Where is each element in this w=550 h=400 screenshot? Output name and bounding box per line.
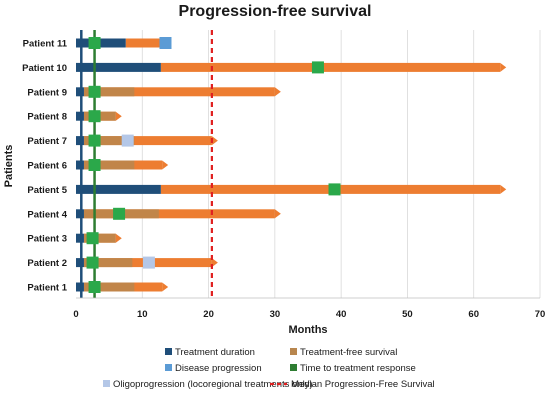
treatment-duration-bar — [76, 111, 84, 121]
legend-label: Oligoprogression (locoregional treatment… — [113, 379, 313, 390]
response-marker — [88, 134, 101, 147]
response-marker — [86, 232, 99, 245]
response-marker — [113, 207, 126, 220]
response-marker — [86, 256, 99, 269]
ongoing-arrow — [211, 136, 218, 146]
event-markers — [86, 37, 341, 293]
response-marker — [311, 61, 324, 74]
ongoing-arrow — [162, 160, 169, 170]
legend-swatch — [290, 364, 297, 371]
treatment-free-segment — [83, 160, 135, 170]
patient-label: Patient 7 — [27, 136, 67, 147]
x-tick-label: 50 — [402, 309, 413, 320]
patient-label: Patient 5 — [27, 185, 67, 196]
legend-label: Median Progression-Free Survival — [291, 379, 435, 390]
x-tick-label: 20 — [203, 309, 214, 320]
pfs-bar — [125, 38, 163, 48]
pfs-bar — [83, 87, 275, 97]
patient-label: Patient 10 — [22, 63, 67, 74]
patient-label: Patient 2 — [27, 258, 67, 269]
treatment-duration-bar — [76, 62, 161, 72]
x-tick-label: 0 — [73, 309, 78, 320]
ongoing-arrow — [500, 184, 507, 194]
patient-label: Patient 1 — [27, 283, 67, 294]
pfs-bar — [160, 62, 501, 72]
patient-label: Patient 3 — [27, 234, 67, 245]
patient-label: Patient 8 — [27, 112, 67, 123]
treatment-duration-bar — [76, 209, 84, 219]
ongoing-arrow — [274, 87, 281, 97]
x-tick-label: 40 — [336, 309, 347, 320]
legend-swatch — [165, 348, 172, 355]
treatment-duration-bar — [76, 160, 84, 170]
gridlines — [141, 30, 541, 298]
oligoprogression-marker — [142, 256, 155, 269]
ongoing-arrow — [211, 258, 218, 268]
patient-label: Patient 6 — [27, 161, 67, 172]
patient-label: Patient 4 — [27, 209, 67, 220]
ongoing-arrow — [115, 233, 122, 243]
x-tick-label: 10 — [137, 309, 148, 320]
treatment-free-segment — [83, 282, 135, 292]
response-marker — [88, 281, 101, 293]
response-marker — [88, 159, 101, 171]
legend-label: Treatment-free survival — [300, 347, 397, 358]
legend-swatch — [165, 364, 172, 371]
treatment-free-segment — [83, 233, 116, 243]
patient-bars — [76, 38, 507, 292]
progression-marker — [159, 37, 172, 49]
ongoing-arrow — [500, 62, 507, 72]
legend-swatch — [290, 348, 297, 355]
treatment-duration-bar — [76, 282, 84, 292]
legend-swatch — [103, 380, 110, 387]
patient-label: Patient 11 — [23, 39, 68, 50]
response-marker — [328, 183, 341, 196]
x-tick-label: 60 — [468, 309, 479, 320]
response-marker — [88, 85, 101, 98]
legend-label: Time to treatment response — [300, 363, 416, 374]
ongoing-arrow — [162, 282, 169, 292]
treatment-free-segment — [83, 87, 135, 97]
treatment-duration-bar — [76, 184, 161, 194]
treatment-duration-bar — [76, 233, 84, 243]
treatment-free-segment — [83, 136, 135, 146]
ongoing-arrow — [115, 111, 122, 121]
response-marker — [88, 110, 101, 123]
ongoing-arrow — [274, 209, 281, 219]
x-axis-title: Months — [288, 324, 327, 336]
x-tick-label: 30 — [270, 309, 281, 320]
x-tick-label: 70 — [535, 309, 546, 320]
treatment-duration-bar — [76, 136, 84, 146]
legend-label: Disease progression — [175, 363, 262, 374]
y-axis-title: Patients — [3, 145, 15, 188]
legend-label: Treatment duration — [175, 347, 255, 358]
pfs-bar — [83, 136, 212, 146]
oligoprogression-marker — [121, 134, 134, 147]
treatment-duration-bar — [76, 87, 84, 97]
chart-title: Progression-free survival — [179, 3, 372, 20]
patient-label: Patient 9 — [27, 87, 67, 98]
treatment-duration-bar — [76, 258, 84, 268]
legend: Treatment duration Treatment-free surviva… — [103, 347, 435, 390]
treatment-duration-bar — [76, 38, 126, 48]
response-marker — [88, 37, 101, 49]
y-axis: Patient 11 Patient 10 Patient 9 Patient 8 Pa… — [22, 39, 68, 294]
x-axis: 0 10 20 30 40 50 60 70 — [73, 297, 546, 320]
treatment-free-segment — [83, 258, 133, 268]
pfs-bar — [83, 209, 275, 219]
